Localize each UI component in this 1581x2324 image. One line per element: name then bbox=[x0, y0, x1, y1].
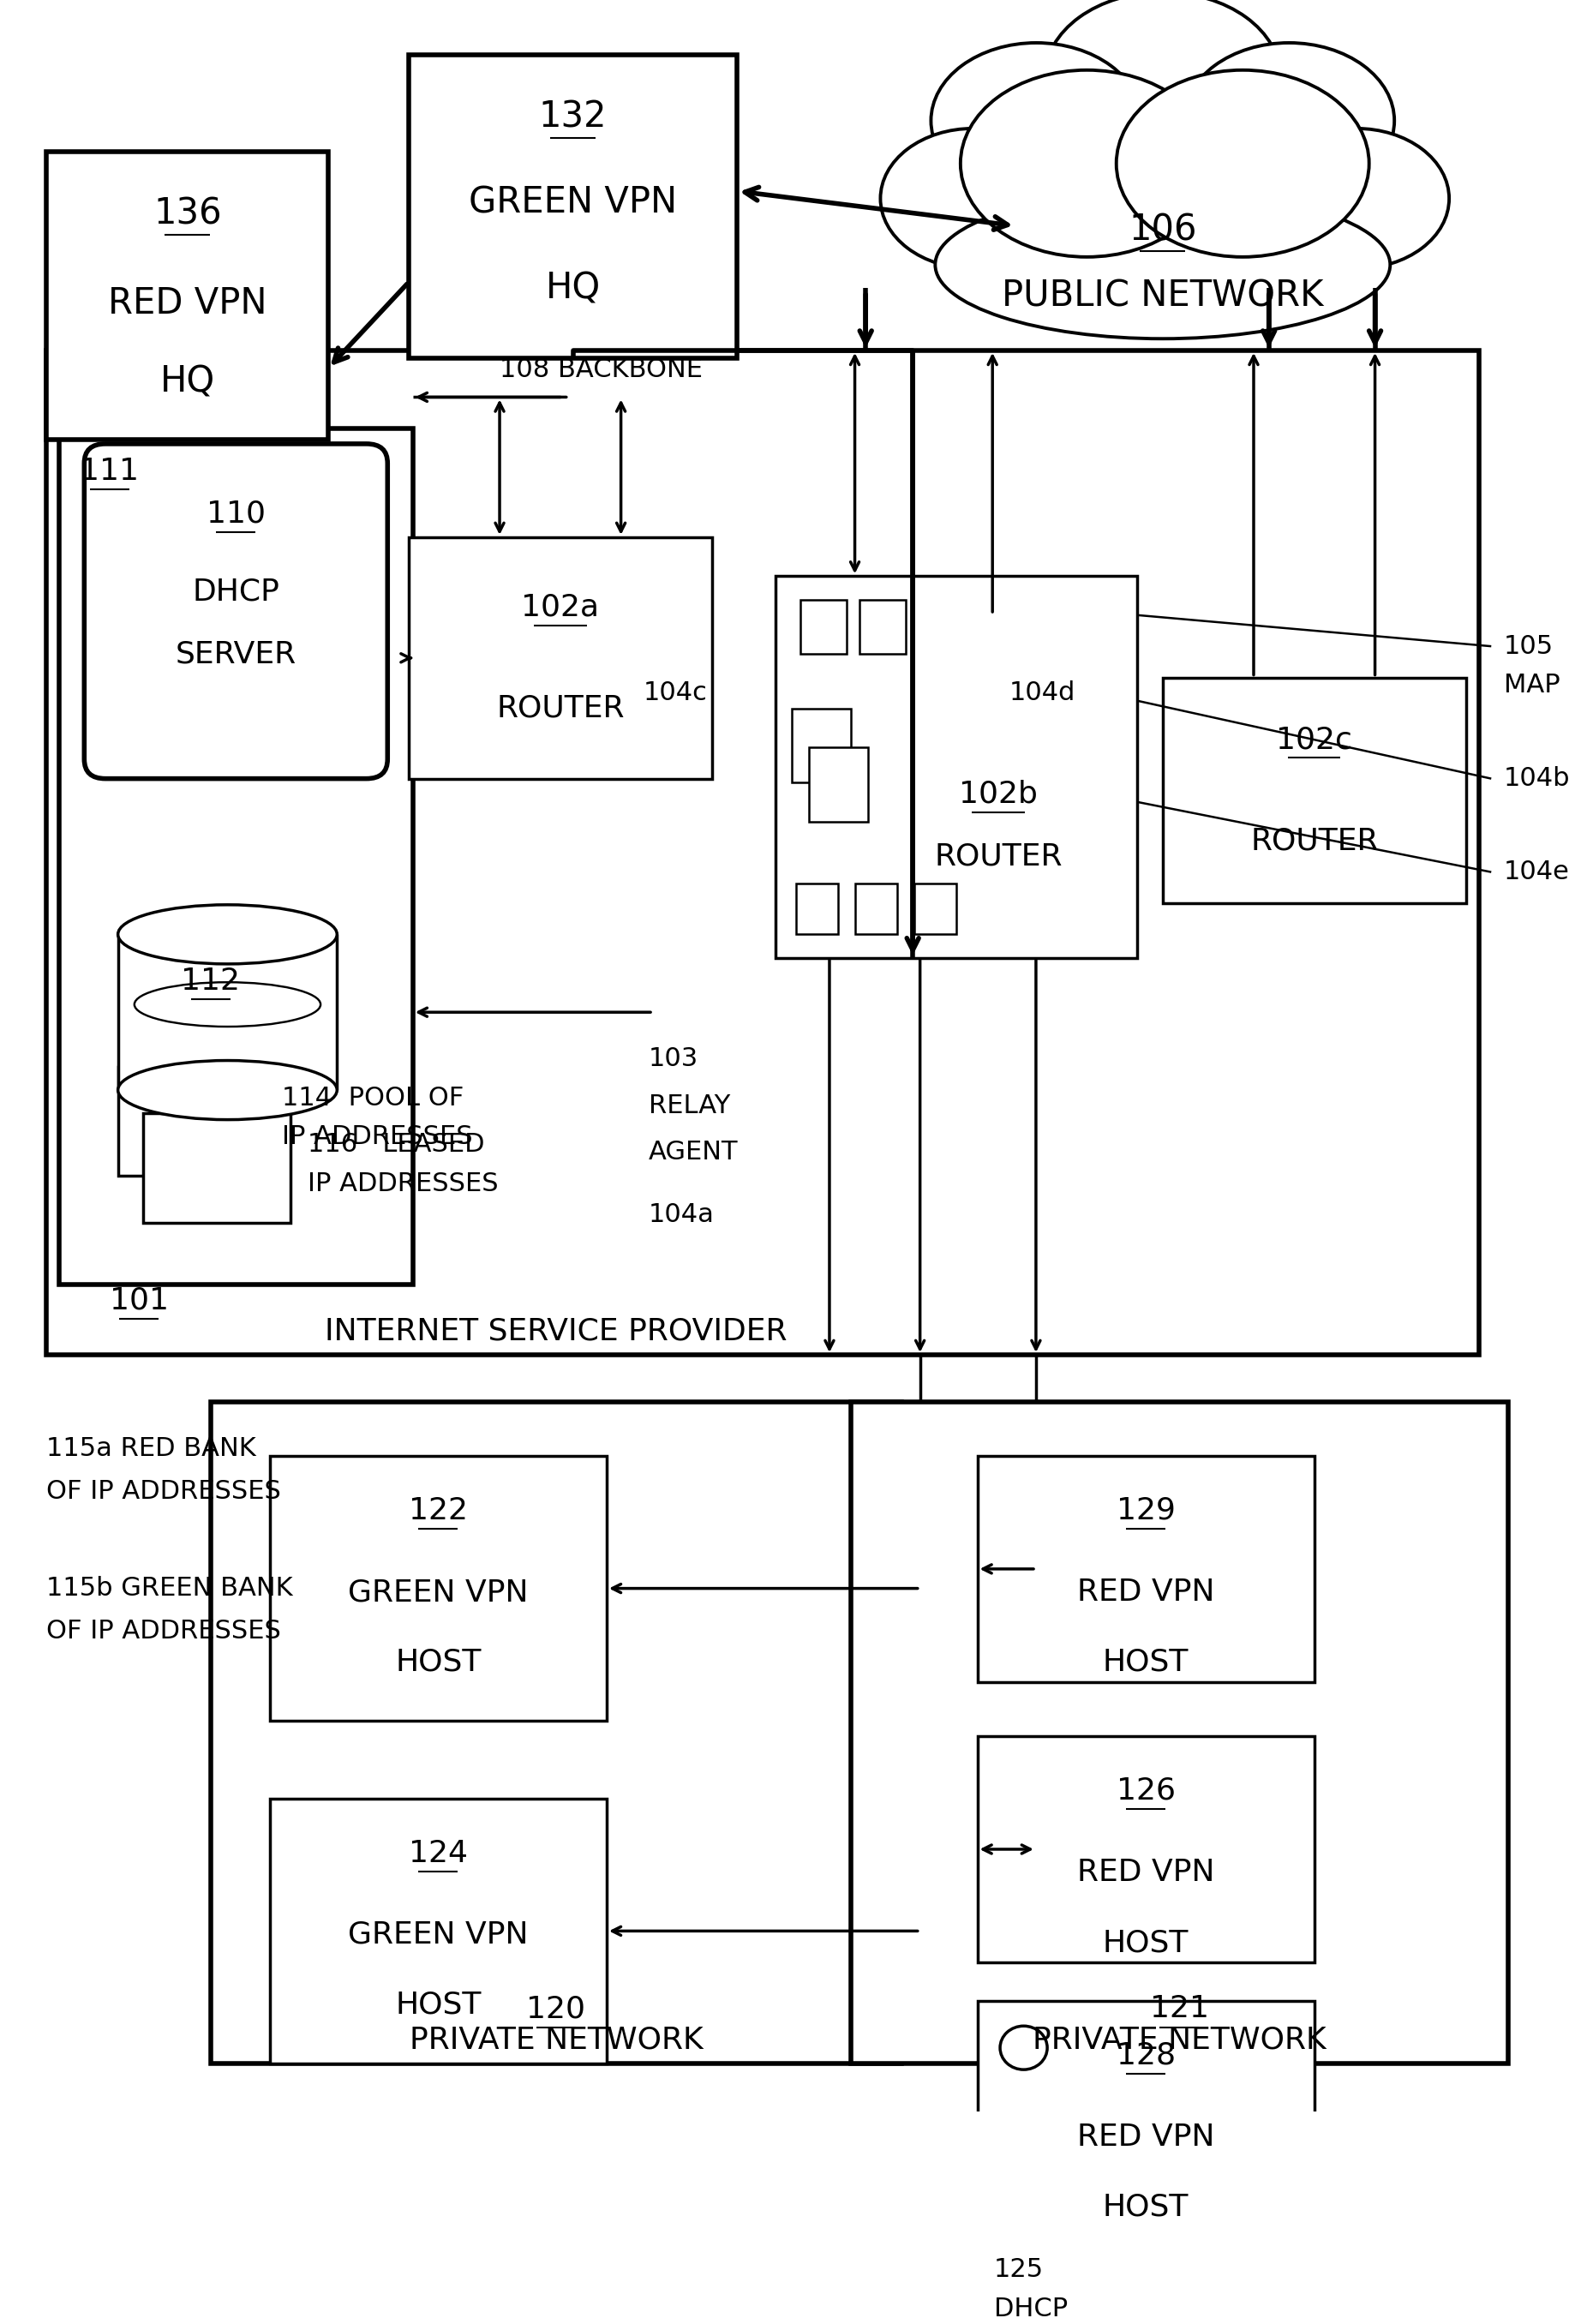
Text: 116   LEASED: 116 LEASED bbox=[308, 1132, 484, 1157]
Text: 108 BACKBONE: 108 BACKBONE bbox=[500, 358, 702, 381]
Bar bbox=[775, 576, 1137, 957]
Text: 102b: 102b bbox=[960, 779, 1037, 809]
Text: ROUTER: ROUTER bbox=[496, 695, 624, 723]
Text: RED VPN: RED VPN bbox=[1077, 1857, 1214, 1887]
Text: 104d: 104d bbox=[1009, 681, 1075, 706]
Text: 114  POOL OF: 114 POOL OF bbox=[283, 1085, 465, 1111]
Text: 106: 106 bbox=[1129, 211, 1197, 249]
Text: IP ADDRESSES: IP ADDRESSES bbox=[283, 1125, 473, 1150]
Text: DHCP: DHCP bbox=[193, 576, 280, 607]
Text: HOST: HOST bbox=[1104, 1929, 1189, 1957]
Text: HOST: HOST bbox=[1104, 1648, 1189, 1678]
Bar bbox=[58, 428, 413, 1285]
Text: 126: 126 bbox=[1116, 1776, 1175, 1806]
Text: 122: 122 bbox=[408, 1497, 468, 1525]
Text: HOST: HOST bbox=[1104, 2194, 1189, 2222]
Text: 124: 124 bbox=[408, 1838, 468, 1868]
Text: MAP: MAP bbox=[1504, 672, 1560, 697]
Text: PRIVATE NETWORK: PRIVATE NETWORK bbox=[409, 2027, 704, 2054]
Bar bbox=[210, 1401, 901, 2064]
Bar bbox=[977, 1736, 1314, 1961]
Text: 129: 129 bbox=[1116, 1497, 1175, 1525]
Text: RED VPN: RED VPN bbox=[108, 286, 267, 321]
Text: 125: 125 bbox=[994, 2257, 1043, 2282]
Ellipse shape bbox=[881, 128, 1066, 270]
Bar bbox=[977, 2001, 1314, 2226]
Text: 104c: 104c bbox=[643, 681, 708, 706]
Bar bbox=[797, 883, 838, 934]
Text: ROUTER: ROUTER bbox=[934, 841, 1062, 872]
Bar bbox=[46, 151, 329, 439]
Text: OF IP ADDRESSES: OF IP ADDRESSES bbox=[46, 1478, 281, 1504]
Text: 105: 105 bbox=[1504, 634, 1554, 658]
Text: RED VPN: RED VPN bbox=[1077, 2122, 1214, 2152]
Text: HOST: HOST bbox=[395, 1989, 481, 2020]
Text: 136: 136 bbox=[153, 195, 221, 232]
Text: 104b: 104b bbox=[1504, 767, 1570, 790]
Text: 104a: 104a bbox=[648, 1202, 715, 1227]
Text: 120: 120 bbox=[526, 1994, 585, 2024]
Text: AGENT: AGENT bbox=[648, 1141, 738, 1164]
Text: 102a: 102a bbox=[522, 593, 599, 623]
Text: OF IP ADDRESSES: OF IP ADDRESSES bbox=[46, 1620, 281, 1643]
Ellipse shape bbox=[119, 1060, 337, 1120]
Bar bbox=[809, 748, 868, 820]
Bar bbox=[270, 1457, 607, 1720]
Text: HOST: HOST bbox=[395, 1648, 481, 1678]
Bar bbox=[914, 883, 957, 934]
Text: ROUTER: ROUTER bbox=[1251, 827, 1379, 855]
Bar bbox=[1162, 676, 1466, 904]
Ellipse shape bbox=[119, 904, 337, 964]
Text: IP ADDRESSES: IP ADDRESSES bbox=[308, 1171, 498, 1197]
Text: RELAY: RELAY bbox=[648, 1092, 730, 1118]
Bar bbox=[851, 1401, 1508, 2064]
Circle shape bbox=[1001, 2027, 1047, 2071]
Text: PRIVATE NETWORK: PRIVATE NETWORK bbox=[1032, 2027, 1326, 2054]
Text: 104e: 104e bbox=[1504, 860, 1570, 885]
Text: 103: 103 bbox=[648, 1046, 699, 1071]
Text: PUBLIC NETWORK: PUBLIC NETWORK bbox=[1002, 279, 1323, 314]
Ellipse shape bbox=[1045, 0, 1281, 163]
Bar bbox=[119, 1067, 266, 1176]
Text: 102c: 102c bbox=[1276, 725, 1352, 755]
Bar bbox=[977, 1457, 1314, 1683]
Ellipse shape bbox=[936, 191, 1390, 339]
Text: INTERNET SERVICE PROVIDER: INTERNET SERVICE PROVIDER bbox=[324, 1318, 787, 1346]
Text: 128: 128 bbox=[1116, 2040, 1175, 2071]
Ellipse shape bbox=[1116, 70, 1369, 258]
Ellipse shape bbox=[961, 70, 1213, 258]
Bar bbox=[800, 600, 847, 653]
Bar bbox=[144, 1113, 291, 1222]
Ellipse shape bbox=[1263, 128, 1450, 270]
Ellipse shape bbox=[1184, 42, 1394, 198]
Text: RED VPN: RED VPN bbox=[1077, 1578, 1214, 1606]
Text: GREEN VPN: GREEN VPN bbox=[468, 184, 677, 221]
Bar bbox=[860, 600, 906, 653]
Bar bbox=[119, 934, 337, 1090]
FancyBboxPatch shape bbox=[84, 444, 387, 779]
Text: SERVER: SERVER bbox=[175, 639, 296, 669]
Bar bbox=[270, 1799, 607, 2064]
Bar bbox=[408, 53, 737, 358]
Bar bbox=[46, 351, 1478, 1355]
Text: DHCP: DHCP bbox=[994, 2296, 1069, 2322]
Text: 111: 111 bbox=[81, 456, 139, 486]
Bar bbox=[408, 537, 711, 779]
Text: GREEN VPN: GREEN VPN bbox=[348, 1578, 528, 1606]
Text: HQ: HQ bbox=[545, 270, 601, 307]
Text: HQ: HQ bbox=[160, 363, 215, 400]
Text: 115a RED BANK: 115a RED BANK bbox=[46, 1436, 256, 1462]
Bar bbox=[792, 709, 851, 783]
Text: 132: 132 bbox=[539, 100, 607, 135]
Text: 110: 110 bbox=[207, 500, 266, 528]
Text: 112: 112 bbox=[182, 967, 240, 995]
Bar bbox=[855, 883, 898, 934]
Text: GREEN VPN: GREEN VPN bbox=[348, 1920, 528, 1950]
Text: 121: 121 bbox=[1149, 1994, 1209, 2024]
Text: 115b GREEN BANK: 115b GREEN BANK bbox=[46, 1576, 292, 1601]
Text: 101: 101 bbox=[109, 1285, 169, 1315]
Ellipse shape bbox=[931, 42, 1141, 198]
